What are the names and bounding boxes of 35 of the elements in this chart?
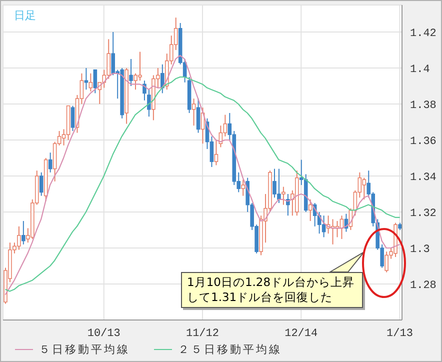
annotation: 1月10日の1.28ドル台から上昇して1.31ドル台を回復した — [181, 272, 363, 308]
annotation: 日足 — [14, 8, 36, 23]
candlestick — [192, 98, 196, 126]
candlestick — [93, 69, 98, 94]
y-tick-label: 1.3 — [410, 244, 430, 256]
candlestick — [322, 215, 326, 238]
candlestick — [142, 80, 146, 101]
y-tick-label: 1.4 — [410, 64, 430, 76]
x-tick-label: 1/13 — [386, 328, 413, 340]
candlestick — [39, 172, 44, 196]
candlestick — [362, 177, 366, 200]
y-tick-label: 1.32 — [410, 208, 436, 220]
candlestick — [84, 68, 88, 90]
candlestick — [282, 186, 286, 206]
candlestick — [241, 179, 246, 196]
y-tick-label: 1.34 — [410, 172, 437, 184]
y-tick-label: 1.28 — [410, 280, 436, 292]
candlestick — [70, 105, 75, 132]
candlestick — [48, 152, 52, 173]
candlestick — [22, 220, 26, 245]
x-tick-label: 10/13 — [87, 328, 120, 340]
y-tick-label: 1.38 — [410, 100, 436, 112]
candlestick — [88, 72, 93, 92]
candlestick — [214, 140, 218, 166]
y-tick-label: 1.36 — [410, 136, 436, 148]
candlestick — [308, 198, 312, 222]
candlestick — [160, 64, 164, 94]
y-tick-label: 1.42 — [410, 28, 436, 40]
candlestick — [196, 98, 200, 134]
x-tick-label: 12/14 — [284, 328, 318, 340]
legend-label: ５日移動平均線 — [39, 342, 130, 357]
candlestick — [147, 89, 151, 118]
candlestick — [129, 58, 133, 86]
x-tick-label: 11/12 — [186, 328, 220, 340]
legend-label: ２５日移動平均線 — [178, 342, 282, 357]
